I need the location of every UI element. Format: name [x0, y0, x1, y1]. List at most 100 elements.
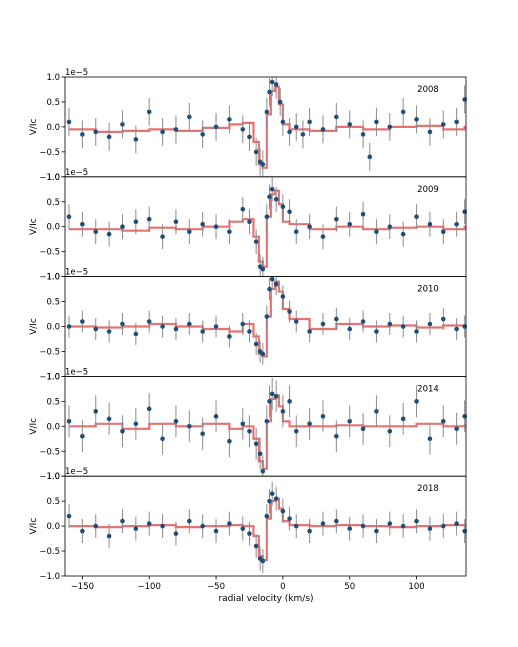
- data-point: [273, 281, 279, 287]
- y-tick-label: 0.0: [46, 422, 60, 432]
- data-point: [240, 127, 246, 132]
- data-point: [106, 134, 112, 140]
- data-point: [133, 421, 139, 427]
- data-point: [227, 229, 232, 234]
- data-point: [247, 134, 252, 140]
- data-point: [200, 221, 205, 227]
- y-tick-label: 0.5: [46, 397, 60, 407]
- offset-label: 1e−5: [65, 268, 88, 278]
- data-point: [280, 409, 286, 414]
- data-point: [414, 117, 419, 122]
- offset-label: 1e−5: [65, 68, 88, 78]
- data-point: [293, 523, 299, 529]
- y-tick-label: −1.0: [39, 472, 60, 482]
- data-point: [454, 326, 459, 332]
- data-point: [293, 319, 299, 324]
- data-point: [264, 419, 270, 424]
- data-point: [264, 109, 270, 115]
- data-point: [269, 491, 275, 496]
- data-point: [253, 341, 259, 347]
- y-tick-label: 0.5: [46, 497, 60, 507]
- data-point: [173, 419, 179, 424]
- data-point: [277, 99, 283, 105]
- data-point: [66, 214, 72, 220]
- data-point: [307, 119, 312, 125]
- data-point: [247, 329, 252, 334]
- data-point: [400, 231, 406, 237]
- data-point: [200, 329, 205, 334]
- data-point: [387, 521, 393, 526]
- data-point: [120, 224, 125, 229]
- panel-2010: −1.0 −0.5 0.0 0.5 1.0 V/Ic 1e−5 2010: [29, 268, 467, 382]
- data-point: [120, 122, 125, 127]
- panel-2018: −1.0 −0.5 0.0 0.5 1.0 V/Ic 1e−5 2018: [29, 467, 467, 582]
- y-tick-label: 1.0: [46, 173, 60, 183]
- data-point: [360, 523, 366, 529]
- y-tick-label: −0.5: [39, 447, 60, 457]
- data-point: [253, 149, 259, 155]
- data-point: [213, 528, 219, 534]
- data-point: [260, 468, 266, 474]
- data-point: [146, 406, 152, 412]
- data-point: [273, 394, 279, 399]
- data-point: [160, 324, 165, 329]
- data-point: [260, 558, 266, 564]
- data-point: [347, 526, 353, 531]
- data-point: [257, 451, 263, 457]
- data-point: [440, 229, 446, 234]
- y-axis-label: V/Ic: [29, 218, 39, 235]
- data-point: [427, 526, 433, 531]
- data-point: [106, 231, 112, 237]
- data-point: [80, 319, 85, 324]
- year-label: 2018: [417, 484, 439, 494]
- data-point: [93, 129, 99, 135]
- data-point: [173, 326, 179, 332]
- data-point: [146, 109, 152, 115]
- data-point: [66, 119, 72, 125]
- data-point: [307, 528, 312, 534]
- y-tick-label: −1.0: [39, 572, 60, 582]
- y-tick-label: −0.5: [39, 148, 60, 158]
- data-point: [240, 321, 246, 327]
- data-point: [400, 109, 406, 115]
- data-point: [160, 436, 165, 442]
- y-axis-label: V/Ic: [29, 518, 39, 535]
- y-tick-label: 0.0: [46, 323, 60, 333]
- data-point: [347, 221, 353, 227]
- data-point: [133, 137, 139, 142]
- data-point: [280, 294, 286, 299]
- data-point: [374, 409, 379, 414]
- data-point: [374, 528, 379, 534]
- data-point: [253, 239, 259, 244]
- data-point: [80, 528, 85, 534]
- panel-2008: −1.0 −0.5 0.0 0.5 1.0 V/Ic 1e−5 2008: [29, 68, 467, 183]
- data-point: [120, 428, 125, 434]
- data-point: [146, 319, 152, 324]
- y-tick-label: 0.0: [46, 123, 60, 133]
- data-point: [93, 409, 99, 414]
- data-point: [200, 132, 205, 137]
- data-point: [440, 419, 446, 424]
- data-point: [347, 419, 353, 424]
- offset-label: 1e−5: [65, 467, 88, 477]
- data-point: [300, 132, 306, 137]
- data-point: [374, 329, 379, 334]
- data-point: [187, 424, 192, 429]
- y-tick-label: −0.5: [39, 547, 60, 557]
- data-point: [267, 399, 272, 404]
- data-point: [440, 523, 446, 529]
- data-point: [320, 234, 326, 239]
- data-point: [427, 129, 433, 135]
- data-point: [400, 523, 406, 529]
- data-point: [334, 316, 339, 322]
- data-point: [200, 523, 205, 529]
- y-tick-label: 0.0: [46, 223, 60, 233]
- data-point: [454, 119, 459, 125]
- offset-label: 1e−5: [65, 168, 88, 178]
- data-point: [66, 513, 72, 519]
- y-tick-label: −1.0: [39, 273, 60, 283]
- data-point: [264, 513, 270, 519]
- data-point: [280, 204, 286, 210]
- y-axis-label: V/Ic: [29, 418, 39, 435]
- y-tick-label: 1.0: [46, 472, 60, 482]
